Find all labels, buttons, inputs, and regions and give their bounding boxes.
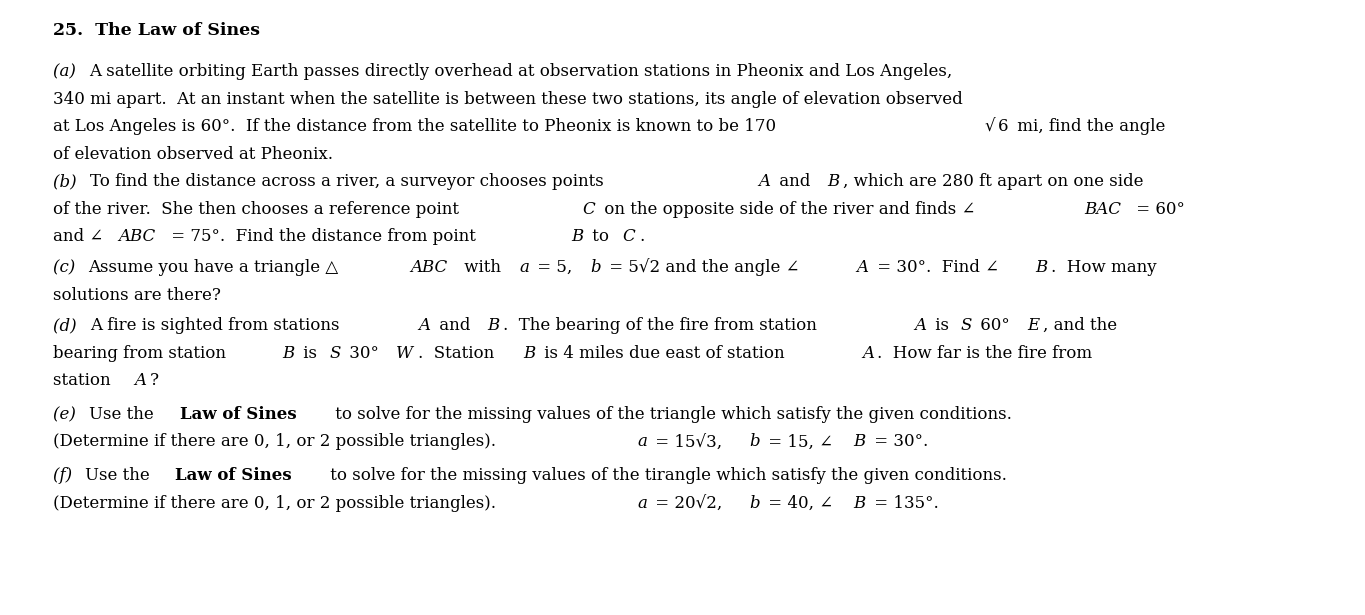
Text: To find the distance across a river, a surveyor chooses points: To find the distance across a river, a s… (90, 173, 609, 190)
Text: B: B (853, 494, 865, 512)
Text: ABC: ABC (411, 259, 448, 276)
Text: B: B (523, 344, 535, 362)
Text: is 4 miles due east of station: is 4 miles due east of station (539, 344, 789, 362)
Text: 30°: 30° (344, 344, 385, 362)
Text: , which are 280 ft apart on one side: , which are 280 ft apart on one side (844, 173, 1144, 190)
Text: A: A (419, 317, 430, 334)
Text: Use the: Use the (85, 467, 154, 484)
Text: .  How far is the fire from: . How far is the fire from (878, 344, 1092, 362)
Text: A satellite orbiting Earth passes directly overhead at observation stations in P: A satellite orbiting Earth passes direct… (89, 63, 953, 80)
Text: b: b (591, 259, 602, 276)
Text: W: W (396, 344, 414, 362)
Text: 340 mi apart.  At an instant when the satellite is between these two stations, i: 340 mi apart. At an instant when the sat… (53, 90, 962, 108)
Text: = 30°.  Find ∠: = 30°. Find ∠ (872, 259, 999, 276)
Text: 25.  The Law of Sines: 25. The Law of Sines (53, 22, 261, 39)
Text: 60°: 60° (976, 317, 1016, 334)
Text: A fire is sighted from stations: A fire is sighted from stations (90, 317, 345, 334)
Text: to solve for the missing values of the triangle which satisfy the given conditio: to solve for the missing values of the t… (330, 406, 1011, 423)
Text: and: and (774, 173, 816, 190)
Text: A: A (861, 344, 874, 362)
Text: = 40, ∠: = 40, ∠ (763, 494, 834, 512)
Text: = 5,: = 5, (532, 259, 577, 276)
Text: √: √ (984, 118, 995, 135)
Text: .  Station: . Station (418, 344, 500, 362)
Text: .  How many: . How many (1051, 259, 1156, 276)
Text: and: and (434, 317, 475, 334)
Text: B: B (853, 434, 865, 450)
Text: a: a (637, 434, 647, 450)
Text: ?: ? (150, 372, 158, 389)
Text: with: with (459, 259, 506, 276)
Text: Assume you have a triangle △: Assume you have a triangle △ (89, 259, 339, 276)
Text: B: B (827, 173, 839, 190)
Text: BAC: BAC (1084, 201, 1121, 218)
Text: b: b (749, 494, 760, 512)
Text: = 5√2 and the angle ∠: = 5√2 and the angle ∠ (605, 258, 800, 276)
Text: (c): (c) (53, 259, 81, 276)
Text: S: S (330, 344, 341, 362)
Text: = 15, ∠: = 15, ∠ (763, 434, 833, 450)
Text: and ∠: and ∠ (53, 228, 104, 245)
Text: to: to (587, 228, 614, 245)
Text: is: is (930, 317, 954, 334)
Text: = 75°.  Find the distance from point: = 75°. Find the distance from point (165, 228, 480, 245)
Text: (b): (b) (53, 173, 82, 190)
Text: = 30°.: = 30°. (870, 434, 928, 450)
Text: B: B (1035, 259, 1047, 276)
Text: A: A (134, 372, 146, 389)
Text: A: A (759, 173, 771, 190)
Text: .: . (639, 228, 644, 245)
Text: is: is (299, 344, 322, 362)
Text: B: B (283, 344, 295, 362)
Text: A: A (856, 259, 868, 276)
Text: B: B (487, 317, 500, 334)
Text: (Determine if there are 0, 1, or 2 possible triangles).: (Determine if there are 0, 1, or 2 possi… (53, 494, 506, 512)
Text: = 135°.: = 135°. (870, 494, 939, 512)
Text: B: B (572, 228, 584, 245)
Text: a: a (520, 259, 530, 276)
Text: C: C (583, 201, 595, 218)
Text: (Determine if there are 0, 1, or 2 possible triangles).: (Determine if there are 0, 1, or 2 possi… (53, 434, 506, 450)
Text: Law of Sines: Law of Sines (180, 406, 296, 423)
Text: a: a (637, 494, 647, 512)
Text: C: C (622, 228, 635, 245)
Text: of the river.  She then chooses a reference point: of the river. She then chooses a referen… (53, 201, 464, 218)
Text: ABC: ABC (117, 228, 156, 245)
Text: b: b (749, 434, 760, 450)
Text: Law of Sines: Law of Sines (175, 467, 291, 484)
Text: 6: 6 (998, 118, 1009, 135)
Text: = 20√2,: = 20√2, (650, 494, 728, 512)
Text: of elevation observed at Pheonix.: of elevation observed at Pheonix. (53, 146, 333, 163)
Text: (f): (f) (53, 467, 78, 484)
Text: bearing from station: bearing from station (53, 344, 232, 362)
Text: mi, find the angle: mi, find the angle (1011, 118, 1164, 135)
Text: = 15√3,: = 15√3, (650, 434, 728, 450)
Text: station: station (53, 372, 116, 389)
Text: (d): (d) (53, 317, 82, 334)
Text: to solve for the missing values of the tirangle which satisfy the given conditio: to solve for the missing values of the t… (325, 467, 1007, 484)
Text: solutions are there?: solutions are there? (53, 287, 221, 304)
Text: Use the: Use the (89, 406, 160, 423)
Text: .  The bearing of the fire from station: . The bearing of the fire from station (504, 317, 822, 334)
Text: = 60°: = 60° (1132, 201, 1185, 218)
Text: A: A (915, 317, 925, 334)
Text: on the opposite side of the river and finds ∠: on the opposite side of the river and fi… (599, 201, 976, 218)
Text: E: E (1026, 317, 1039, 334)
Text: at Los Angeles is 60°.  If the distance from the satellite to Pheonix is known t: at Los Angeles is 60°. If the distance f… (53, 118, 777, 135)
Text: (a): (a) (53, 63, 82, 80)
Text: , and the: , and the (1043, 317, 1117, 334)
Text: (e): (e) (53, 406, 82, 423)
Text: S: S (961, 317, 972, 334)
